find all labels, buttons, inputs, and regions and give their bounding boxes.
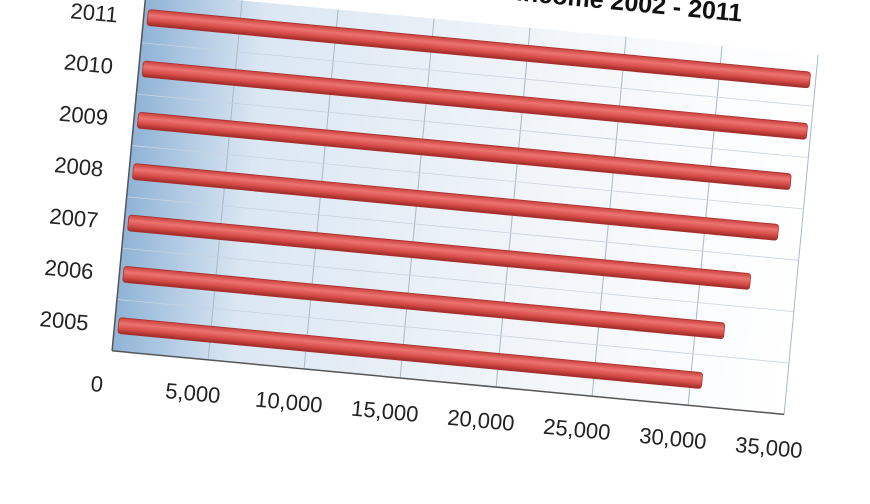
category-labels: 2011 2010 2009 2008 2007 2006 2005 [39, 0, 119, 336]
category-label-2011: 2011 [69, 0, 118, 28]
category-gridline [126, 196, 799, 261]
category-gridline [121, 247, 794, 313]
category-label-2009: 2009 [58, 101, 109, 130]
bar-2009 [137, 112, 792, 190]
bar-2010 [141, 60, 808, 140]
category-label-2005: 2005 [39, 306, 90, 335]
bars [117, 9, 811, 389]
x-tick-label: 10,000 [254, 387, 323, 418]
y-axis [111, 0, 147, 351]
category-gridline [141, 42, 814, 107]
gridline [783, 54, 819, 415]
x-axis [112, 350, 785, 416]
bar-2008 [132, 163, 779, 241]
category-gridline [116, 299, 789, 364]
category-gridline [131, 145, 804, 210]
bar-2007 [127, 214, 752, 290]
x-tick-label: 35,000 [734, 432, 803, 463]
category-gridline [136, 93, 809, 159]
bar-2006 [122, 266, 726, 340]
x-tick-label: 20,000 [446, 405, 515, 436]
category-label-2007: 2007 [48, 203, 99, 232]
bar-2011 [146, 9, 811, 89]
category-label-2008: 2008 [53, 152, 104, 181]
x-tick-label: 5,000 [164, 378, 221, 408]
category-label-2006: 2006 [44, 255, 95, 284]
x-tick-label: 30,000 [638, 423, 707, 454]
x-tick-label: 0 [90, 371, 105, 397]
category-label-2010: 2010 [63, 49, 114, 78]
x-tick-label: 15,000 [350, 396, 419, 427]
bar-2005 [117, 317, 703, 389]
x-tick-label: 25,000 [542, 414, 611, 445]
